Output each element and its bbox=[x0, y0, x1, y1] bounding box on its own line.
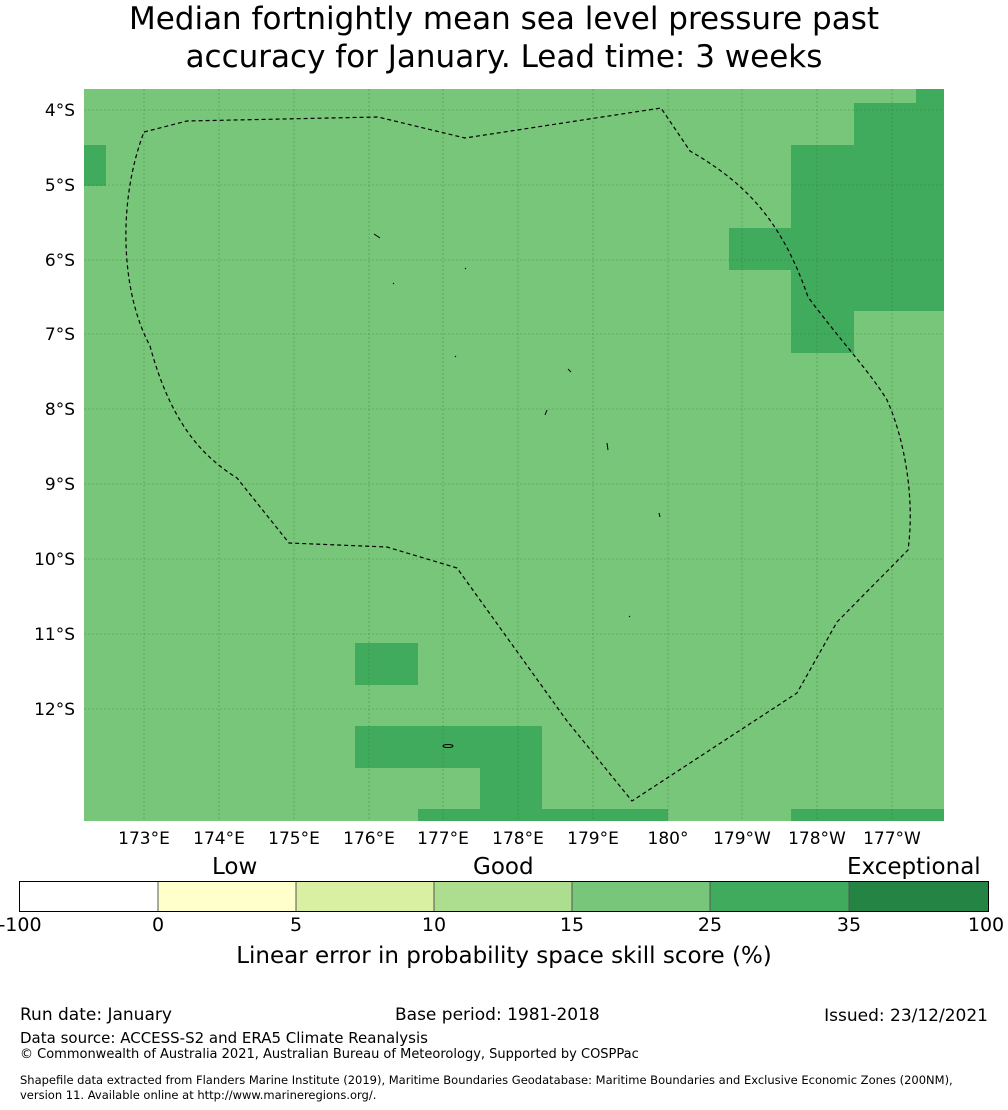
title-line-2: accuracy for January. Lead time: 3 weeks bbox=[185, 39, 823, 75]
skill-cell bbox=[791, 145, 944, 311]
island bbox=[464, 267, 467, 270]
lon-label: 177°E bbox=[417, 829, 469, 849]
island bbox=[567, 368, 572, 373]
island bbox=[373, 233, 381, 239]
lon-label: 178°E bbox=[492, 829, 544, 849]
colorbar-frame bbox=[19, 881, 989, 912]
longitude-labels: 173°E 174°E 175°E 176°E 177°E 178°E 179°… bbox=[118, 829, 921, 849]
lat-label: 5°S bbox=[45, 176, 75, 196]
lat-label: 4°S bbox=[45, 101, 75, 121]
lon-label: 177°W bbox=[863, 829, 921, 849]
colorbar-segments bbox=[20, 882, 988, 911]
colorbar-segment bbox=[20, 882, 158, 911]
title-line-1: Median fortnightly mean sea level pressu… bbox=[128, 1, 880, 37]
skill-cell bbox=[729, 228, 791, 270]
colorbar-category-low: Low bbox=[212, 854, 258, 880]
colorbar-segment bbox=[572, 882, 710, 911]
island bbox=[392, 282, 395, 285]
island bbox=[544, 409, 548, 416]
colorbar-dividers bbox=[157, 882, 850, 911]
graticule bbox=[84, 89, 944, 821]
lon-label: 179°E bbox=[567, 829, 619, 849]
lat-label: 9°S bbox=[45, 475, 75, 495]
island bbox=[658, 512, 661, 518]
colorbar-tick: -100 bbox=[0, 914, 42, 936]
skill-cell bbox=[916, 89, 944, 103]
shapefile-credit-line-2: version 11. Available online at http://w… bbox=[20, 1088, 377, 1102]
skill-cell bbox=[418, 809, 668, 821]
colorbar-segment bbox=[434, 882, 572, 911]
colorbar-tick: 0 bbox=[151, 914, 165, 936]
island bbox=[606, 442, 609, 451]
colorbar-category-exceptional: Exceptional bbox=[847, 854, 981, 880]
data-source: Data source: ACCESS-S2 and ERA5 Climate … bbox=[20, 1029, 428, 1047]
colorbar-tick: 35 bbox=[836, 914, 862, 936]
lon-label: 179°W bbox=[713, 829, 771, 849]
lat-label: 10°S bbox=[34, 550, 75, 570]
islands bbox=[373, 233, 661, 748]
colorbar-segment bbox=[158, 882, 296, 911]
skill-map: 4°S 5°S 6°S 7°S 8°S 9°S 10°S 11°S 12°S 1… bbox=[34, 89, 944, 849]
lat-label: 11°S bbox=[34, 625, 75, 645]
tuvalu-eez-boundary bbox=[125, 107, 911, 802]
skill-cell bbox=[791, 311, 854, 353]
island bbox=[442, 744, 454, 748]
colorbar-segment bbox=[710, 882, 849, 911]
lon-label: 174°E bbox=[193, 829, 245, 849]
lat-label: 12°S bbox=[34, 700, 75, 720]
colorbar-tick: 100 bbox=[967, 914, 1005, 936]
colorbar-tick: 15 bbox=[559, 914, 585, 936]
lat-label: 7°S bbox=[45, 325, 75, 345]
colorbar bbox=[19, 881, 989, 912]
lon-label: 178°W bbox=[788, 829, 846, 849]
shapefile-credit-line-1: Shapefile data extracted from Flanders M… bbox=[20, 1073, 953, 1087]
colorbar-segment bbox=[296, 882, 434, 911]
latitude-labels: 4°S 5°S 6°S 7°S 8°S 9°S 10°S 11°S 12°S bbox=[34, 101, 75, 720]
colorbar-title: Linear error in probability space skill … bbox=[236, 943, 772, 969]
lat-label: 8°S bbox=[45, 400, 75, 420]
island bbox=[628, 615, 631, 618]
chart-title: Median fortnightly mean sea level pressu… bbox=[0, 0, 1008, 76]
lat-label: 6°S bbox=[45, 251, 75, 271]
lon-label: 175°E bbox=[268, 829, 320, 849]
skill-cell bbox=[355, 643, 418, 685]
lon-label: 173°E bbox=[118, 829, 170, 849]
skill-cell bbox=[791, 809, 944, 821]
lon-label: 180° bbox=[648, 829, 689, 849]
issued-date: Issued: 23/12/2021 bbox=[824, 1006, 988, 1026]
skill-cell bbox=[84, 145, 106, 186]
colorbar-segment bbox=[849, 882, 988, 911]
colorbar-tick: 25 bbox=[697, 914, 723, 936]
colorbar-category-good: Good bbox=[473, 854, 534, 880]
colorbar-tick: 10 bbox=[421, 914, 447, 936]
colorbar-tick: 5 bbox=[289, 914, 303, 936]
island bbox=[454, 355, 457, 358]
base-period: Base period: 1981-2018 bbox=[395, 1005, 600, 1025]
run-date: Run date: January bbox=[20, 1005, 172, 1025]
lon-label: 176°E bbox=[343, 829, 395, 849]
copyright: © Commonwealth of Australia 2021, Austra… bbox=[20, 1047, 639, 1062]
skill-cell bbox=[854, 103, 944, 145]
